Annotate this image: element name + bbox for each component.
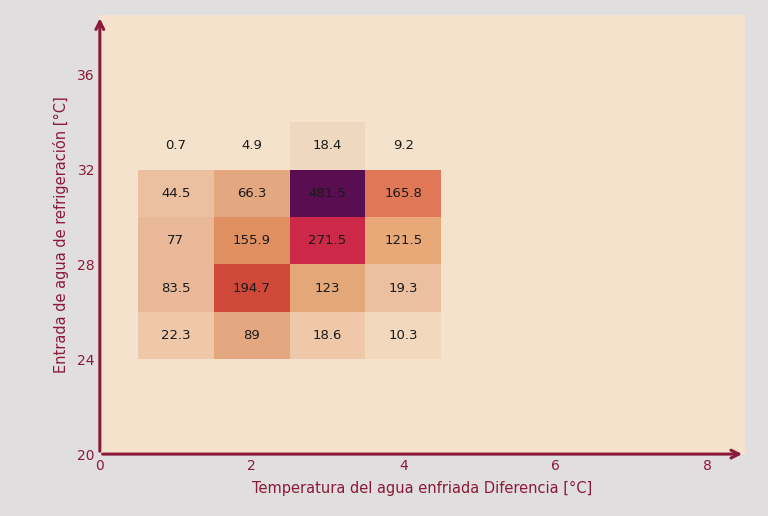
Bar bbox=[366, 170, 442, 217]
Y-axis label: Entrada de agua de refrigeración [°C]: Entrada de agua de refrigeración [°C] bbox=[53, 96, 69, 373]
Bar bbox=[137, 264, 214, 312]
Bar bbox=[366, 312, 442, 359]
Text: 83.5: 83.5 bbox=[161, 282, 190, 295]
Text: 194.7: 194.7 bbox=[233, 282, 270, 295]
Bar bbox=[290, 217, 366, 264]
Bar bbox=[214, 264, 290, 312]
Text: 155.9: 155.9 bbox=[233, 234, 270, 247]
Text: 0.7: 0.7 bbox=[165, 139, 186, 152]
Text: 44.5: 44.5 bbox=[161, 187, 190, 200]
Bar bbox=[290, 122, 366, 170]
Text: 18.4: 18.4 bbox=[313, 139, 343, 152]
Text: 9.2: 9.2 bbox=[393, 139, 414, 152]
Bar bbox=[214, 122, 290, 170]
Bar bbox=[214, 312, 290, 359]
Bar bbox=[137, 217, 214, 264]
Bar bbox=[137, 170, 214, 217]
Bar bbox=[366, 264, 442, 312]
Text: 4.9: 4.9 bbox=[241, 139, 262, 152]
Text: 22.3: 22.3 bbox=[161, 329, 190, 342]
Text: 18.6: 18.6 bbox=[313, 329, 343, 342]
Bar bbox=[366, 122, 442, 170]
Bar bbox=[290, 170, 366, 217]
Bar bbox=[366, 217, 442, 264]
Text: 165.8: 165.8 bbox=[385, 187, 422, 200]
Bar bbox=[137, 122, 214, 170]
Text: 481.5: 481.5 bbox=[309, 187, 346, 200]
Bar bbox=[214, 170, 290, 217]
Text: 123: 123 bbox=[315, 282, 340, 295]
Text: 66.3: 66.3 bbox=[237, 187, 266, 200]
Bar bbox=[290, 312, 366, 359]
Text: 121.5: 121.5 bbox=[384, 234, 422, 247]
Text: 10.3: 10.3 bbox=[389, 329, 418, 342]
Bar bbox=[290, 264, 366, 312]
X-axis label: Temperatura del agua enfriada Diferencia [°C]: Temperatura del agua enfriada Diferencia… bbox=[252, 481, 593, 496]
Text: 89: 89 bbox=[243, 329, 260, 342]
Text: 19.3: 19.3 bbox=[389, 282, 418, 295]
Text: 271.5: 271.5 bbox=[309, 234, 346, 247]
Bar bbox=[214, 217, 290, 264]
Text: 77: 77 bbox=[167, 234, 184, 247]
Bar bbox=[137, 312, 214, 359]
